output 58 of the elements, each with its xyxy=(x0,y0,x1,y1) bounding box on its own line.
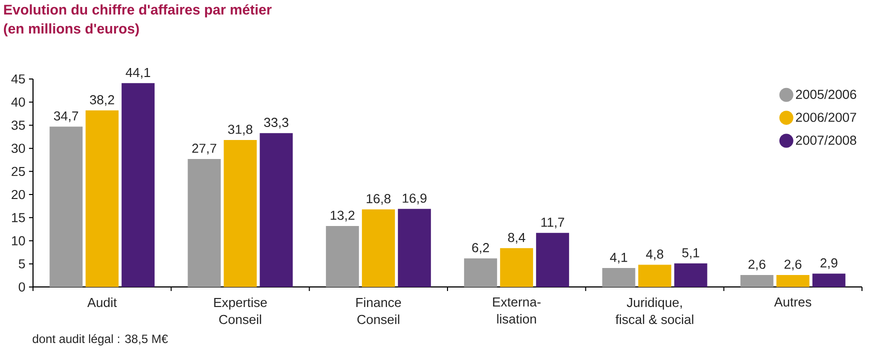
bar xyxy=(188,158,221,287)
y-tick-label: 35 xyxy=(12,120,25,130)
bar xyxy=(122,83,155,287)
x-tick-label: Externa- lisation xyxy=(493,298,541,324)
text: dont audit légal : 38,5 M€ xyxy=(32,334,168,346)
bar xyxy=(740,274,774,287)
bar xyxy=(500,248,534,287)
bar xyxy=(326,226,359,287)
data-label: 31,8 xyxy=(228,124,252,136)
bar xyxy=(464,258,498,287)
y-tick-label: 40 xyxy=(11,98,25,107)
x-tick-label: Finance Conseil xyxy=(356,298,401,324)
bar xyxy=(536,232,570,287)
data-label: 27,7 xyxy=(192,144,216,154)
bar xyxy=(50,126,83,287)
y-tick-label: 15 xyxy=(12,213,25,222)
legend-label: 2005/2006 xyxy=(796,89,856,99)
bar xyxy=(260,133,293,287)
bar xyxy=(812,274,846,287)
data-label: 2,9 xyxy=(820,258,838,270)
x-tick-label: Autres xyxy=(774,298,812,307)
y-tick-label: 45 xyxy=(11,74,25,84)
bar xyxy=(86,110,119,287)
data-label: 44,1 xyxy=(126,68,150,79)
y-tick-label: 0 xyxy=(18,282,25,292)
x-tick-label: Juridique, fiscal & social xyxy=(616,298,694,324)
chart-subtitle: (en millions d'euros) xyxy=(4,23,139,36)
bar xyxy=(398,208,431,287)
data-label: 33,3 xyxy=(264,118,288,129)
data-label: 5,1 xyxy=(682,248,700,259)
data-label: 38,2 xyxy=(90,95,114,106)
data-label: 11,7 xyxy=(541,218,564,228)
x-tick-label: Expertise Conseil xyxy=(214,298,267,324)
y-tick-label: 30 xyxy=(12,144,25,153)
bar xyxy=(224,140,257,287)
bar xyxy=(638,264,672,287)
bar xyxy=(674,263,708,287)
data-label: 2,6 xyxy=(784,260,802,270)
x-tick-label: Audit xyxy=(87,298,117,308)
y-tick-label: 20 xyxy=(12,190,25,200)
legend-label: 2007/2008 xyxy=(796,135,856,145)
data-label: 34,7 xyxy=(54,111,78,122)
legend-label: 2006/2007 xyxy=(796,112,856,122)
bar xyxy=(776,274,810,287)
y-tick-label: 5 xyxy=(18,259,25,268)
bar xyxy=(362,209,395,287)
data-label: 6,2 xyxy=(472,243,489,254)
chart-title: Evolution du chiffre d'affaires par métier xyxy=(4,4,272,18)
data-label: 16,9 xyxy=(402,194,426,204)
data-label: 16,8 xyxy=(366,194,391,205)
y-tick-label: 10 xyxy=(12,236,25,246)
y-tick-label: 25 xyxy=(12,166,25,176)
data-label: 13,2 xyxy=(330,210,354,222)
data-label: 8,4 xyxy=(508,232,526,244)
data-label: 2,6 xyxy=(748,260,766,270)
bar xyxy=(602,268,636,287)
data-label: 4,8 xyxy=(646,250,664,260)
data-label: 4,1 xyxy=(610,252,628,264)
